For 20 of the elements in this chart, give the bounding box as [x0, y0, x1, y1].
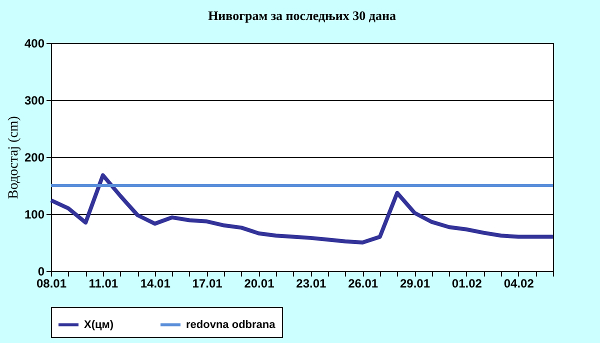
y-tick-label: 200 — [24, 150, 45, 164]
y-tick-label: 0 — [38, 264, 45, 278]
line-series — [49, 173, 555, 244]
x-tick-label: 11.01 — [88, 276, 118, 290]
legend-label: X(цм) — [84, 318, 114, 331]
x-tick-label: 17.01 — [192, 276, 223, 290]
y-tick-label: 300 — [24, 94, 45, 108]
x-tick-label: 26.01 — [348, 276, 378, 290]
y-tick-label: 100 — [24, 208, 45, 222]
y-tick-label: 400 — [24, 36, 45, 50]
x-tick-label: 23.01 — [296, 276, 326, 290]
legend-label: redovna odbrana — [186, 318, 276, 331]
y-axis-title: Водостај (cm) — [6, 116, 22, 199]
x-tick-label: 14.01 — [140, 276, 171, 290]
x-tick-label: 04.02 — [504, 276, 534, 290]
x-tick-label: 08.01 — [36, 276, 67, 290]
chart-title: Нивограм за последњих 30 дана — [208, 8, 396, 23]
x-tick-label: 29.01 — [400, 276, 430, 290]
x-tick-label: 20.01 — [244, 276, 275, 290]
x-tick-label: 01.02 — [452, 276, 482, 290]
